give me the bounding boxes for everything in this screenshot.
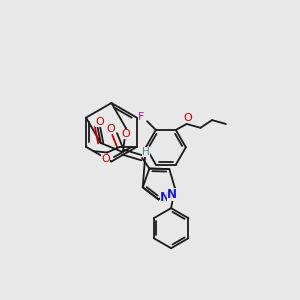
Text: O: O xyxy=(106,124,115,134)
Text: F: F xyxy=(138,112,144,122)
Text: O: O xyxy=(101,154,110,164)
Text: H: H xyxy=(142,147,150,157)
Text: O: O xyxy=(122,130,130,140)
Text: N: N xyxy=(167,188,177,201)
Text: O: O xyxy=(95,118,104,128)
Text: N: N xyxy=(160,191,170,204)
Text: O: O xyxy=(184,113,193,123)
